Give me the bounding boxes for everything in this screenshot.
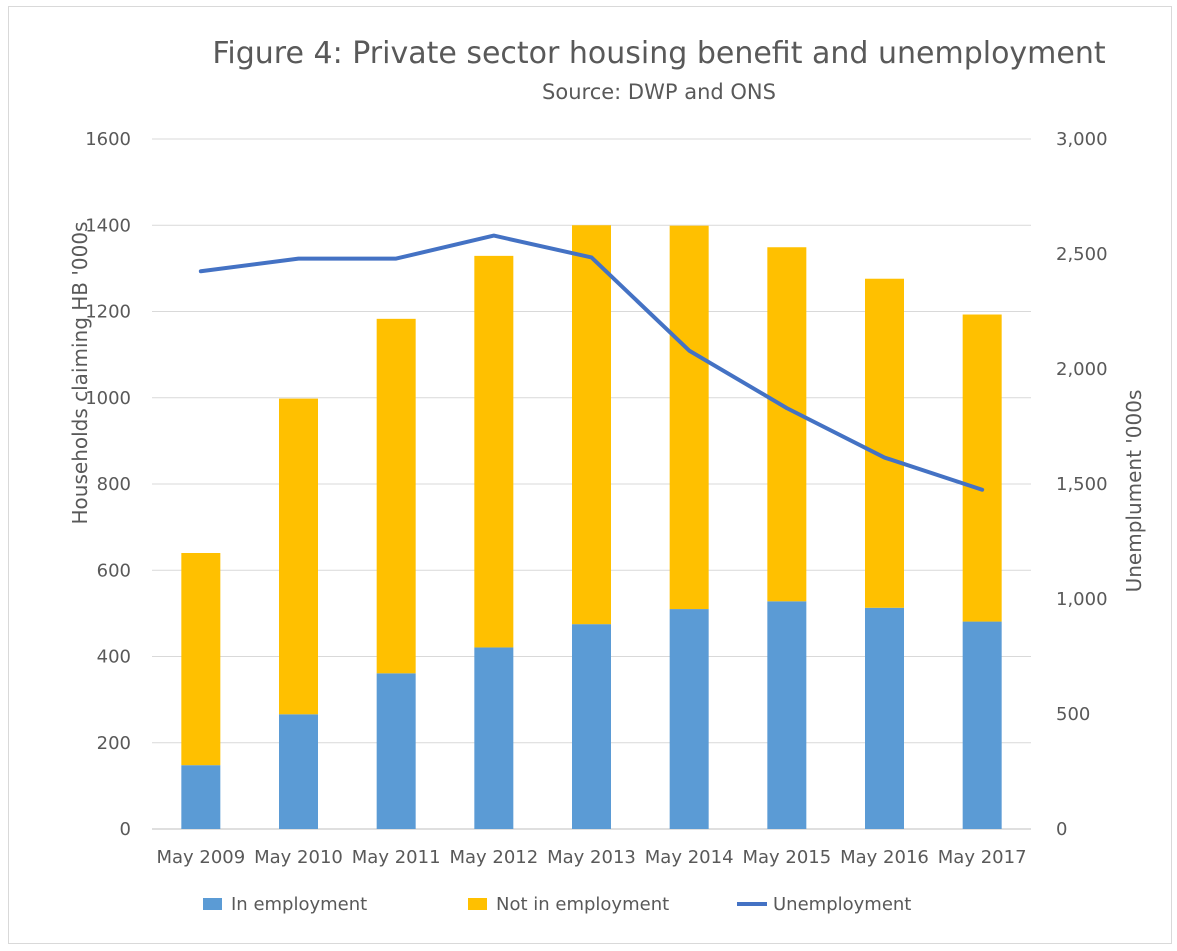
bar bbox=[962, 621, 1002, 829]
y-tick-left: 1400 bbox=[85, 215, 131, 236]
bar bbox=[767, 247, 807, 602]
bar-group bbox=[181, 225, 1002, 829]
y-tick-left: 1000 bbox=[85, 388, 131, 409]
x-tick: May 2015 bbox=[742, 847, 831, 868]
y-tick-right: 3,000 bbox=[1056, 129, 1108, 150]
y-tick-left: 200 bbox=[97, 733, 131, 754]
chart-title: Figure 4: Private sector housing benefit… bbox=[212, 36, 1106, 71]
bar bbox=[572, 225, 611, 625]
legend-label: Not in employment bbox=[496, 894, 669, 915]
y-axis-left-ticks: 0 200 400 600 800 1000 1200 1400 1600 bbox=[85, 129, 131, 840]
bar bbox=[181, 553, 221, 766]
bar bbox=[279, 714, 318, 829]
line-group bbox=[198, 233, 985, 492]
y-tick-right: 2,500 bbox=[1056, 244, 1108, 265]
x-axis-ticks: May 2009 May 2010 May 2011 May 2012 May 2013… bbox=[156, 847, 1026, 868]
x-tick: May 2010 bbox=[254, 847, 343, 868]
y-tick-right: 1,000 bbox=[1056, 589, 1108, 610]
y-tick-right: 500 bbox=[1056, 704, 1090, 725]
bar bbox=[474, 647, 514, 829]
y-axis-right-ticks: 0 500 1,000 1,500 2,000 2,500 3,000 bbox=[1056, 129, 1108, 840]
bar bbox=[669, 225, 709, 610]
x-tick: May 2009 bbox=[156, 847, 245, 868]
bar bbox=[767, 601, 807, 829]
x-tick: May 2011 bbox=[352, 847, 441, 868]
legend-swatch bbox=[468, 898, 487, 910]
y-tick-right: 2,000 bbox=[1056, 359, 1108, 380]
x-tick: May 2017 bbox=[938, 847, 1027, 868]
bar bbox=[279, 398, 318, 715]
chart-subtitle: Source: DWP and ONS bbox=[542, 80, 776, 104]
series-line bbox=[198, 233, 985, 492]
chart-frame: Figure 4: Private sector housing benefit… bbox=[8, 6, 1172, 944]
bar bbox=[962, 314, 1002, 622]
legend: In employment Not in employment Unemployme… bbox=[203, 894, 911, 915]
legend-swatch bbox=[203, 898, 222, 910]
bar bbox=[865, 278, 904, 608]
x-tick: May 2014 bbox=[645, 847, 734, 868]
y-tick-left: 600 bbox=[97, 560, 131, 581]
legend-label: Unemployment bbox=[773, 894, 911, 915]
y-tick-left: 800 bbox=[97, 474, 131, 495]
bar bbox=[572, 624, 611, 829]
bar bbox=[865, 607, 904, 829]
bar bbox=[376, 318, 416, 674]
y-tick-left: 400 bbox=[97, 647, 131, 668]
y-tick-left: 1600 bbox=[85, 129, 131, 150]
chart-svg: Figure 4: Private sector housing benefit… bbox=[68, 36, 1146, 915]
legend-label: In employment bbox=[231, 894, 367, 915]
bar bbox=[181, 765, 221, 829]
y-axis-right-title: Unemplument '000s bbox=[1122, 390, 1146, 593]
y-tick-right: 1,500 bbox=[1056, 474, 1108, 495]
y-tick-right: 0 bbox=[1056, 819, 1067, 840]
bar bbox=[474, 255, 514, 648]
x-tick: May 2016 bbox=[840, 847, 929, 868]
x-tick: May 2013 bbox=[547, 847, 636, 868]
y-tick-left: 0 bbox=[120, 819, 131, 840]
bar bbox=[376, 673, 416, 829]
x-tick: May 2012 bbox=[449, 847, 538, 868]
y-tick-left: 1200 bbox=[85, 302, 131, 323]
y-axis-left-title: Households claiming HB '000s bbox=[68, 222, 92, 525]
bar bbox=[669, 609, 709, 829]
